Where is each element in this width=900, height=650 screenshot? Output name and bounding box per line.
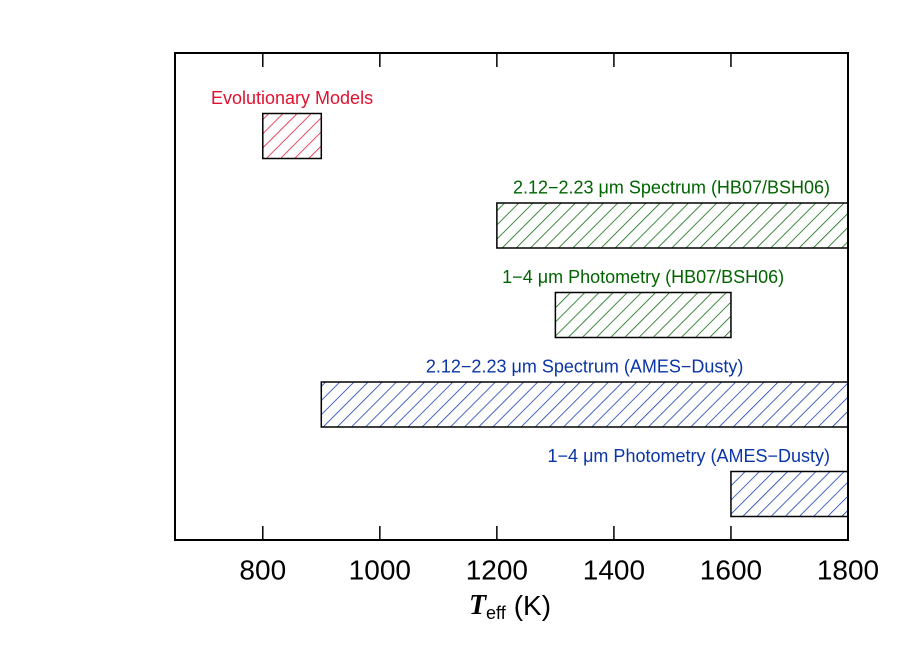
bar-label: 2.12−2.23 μm Spectrum (HB07/BSH06) [513, 177, 830, 197]
range-bar [320, 381, 849, 428]
x-tick-label: 1000 [349, 554, 411, 585]
range-bar [496, 202, 849, 249]
range-bar [730, 470, 849, 518]
x-axis-label: Teff (K) [469, 590, 551, 622]
x-tick-label: 800 [239, 554, 286, 585]
bar-label: Evolutionary Models [211, 88, 373, 108]
bar-label: 1−4 μm Photometry (HB07/BSH06) [502, 267, 784, 287]
x-tick-label: 1600 [700, 554, 762, 585]
range-bar [554, 291, 732, 339]
bar-label: 2.12−2.23 μm Spectrum (AMES−Dusty) [426, 356, 744, 376]
x-tick-label: 1400 [583, 554, 645, 585]
x-tick-label: 1800 [817, 554, 879, 585]
x-tick-label: 1200 [466, 554, 528, 585]
range-bar [262, 112, 323, 160]
bar-label: 1−4 μm Photometry (AMES−Dusty) [548, 446, 830, 466]
plot-frame [174, 52, 849, 541]
